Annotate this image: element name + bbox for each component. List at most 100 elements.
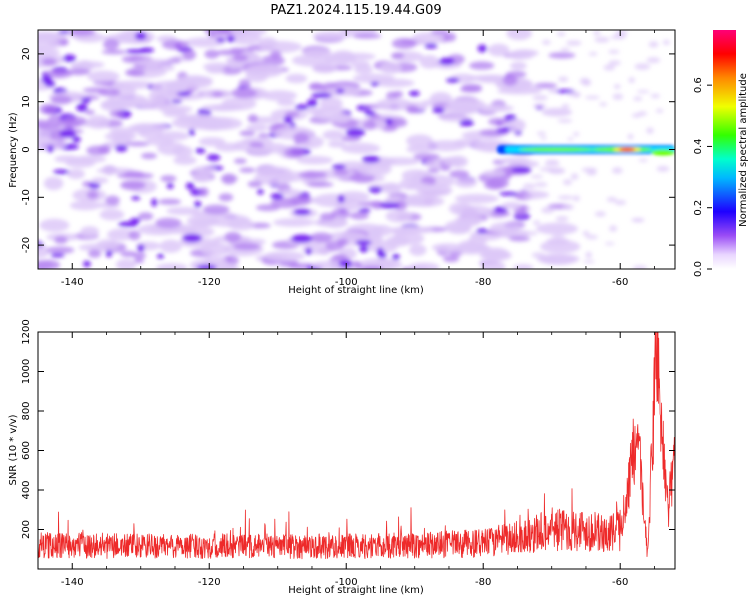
spectrogram-cell xyxy=(572,91,581,98)
spectrogram-cell xyxy=(469,61,495,70)
spectrogram-cell xyxy=(184,76,213,84)
spectrogram-cell xyxy=(125,69,145,77)
spectrogram-cell xyxy=(459,86,482,93)
spectrogram-cell xyxy=(204,49,220,59)
spectrogram-cell xyxy=(331,208,350,220)
spectrogram-cell xyxy=(399,178,419,190)
spectrogram-cell xyxy=(193,165,217,174)
colorbar-label: Normalized spectral amplitude xyxy=(738,73,749,227)
spectrogram-cell xyxy=(394,200,407,211)
spectrogram-cell xyxy=(298,170,328,179)
spectrogram-cell xyxy=(341,142,381,154)
spectrogram-cell xyxy=(370,81,380,87)
spectrogram-cell xyxy=(541,107,573,117)
spectrogram-cell xyxy=(204,30,230,35)
spectrogram-cell xyxy=(534,182,548,188)
spectrogram-cell xyxy=(411,32,444,45)
spectrogram-cell xyxy=(38,128,52,141)
spectrogram-cell xyxy=(572,195,581,202)
spectrogram-cell xyxy=(545,159,559,163)
spectrogram-cell xyxy=(137,244,145,252)
spectrogram-cell xyxy=(159,239,182,253)
spectrogram-cell xyxy=(355,239,372,246)
spectrogram-cell xyxy=(352,33,382,39)
spectrogram-cell xyxy=(603,64,615,71)
spectrogram-cell xyxy=(613,84,621,90)
spectrogram-cell xyxy=(192,172,212,183)
spectrogram-cell xyxy=(151,198,158,207)
spectrogram-cell xyxy=(650,93,660,99)
spectrogram-cell xyxy=(306,181,334,188)
spectrogram-cell xyxy=(201,242,231,256)
spectrogram-cell xyxy=(310,232,333,243)
snr-ylabel: SNR (10 * v/v) xyxy=(8,414,19,485)
spectrogram-cell xyxy=(151,80,189,94)
spectrogram-cell xyxy=(50,95,73,105)
spectrogram-cell xyxy=(120,250,137,258)
spectrogram-cell xyxy=(38,260,53,269)
spectrogram-cell xyxy=(530,174,544,179)
spectrogram-cell xyxy=(385,235,410,247)
spectrogram-cell xyxy=(38,244,50,259)
spectrogram-cell xyxy=(385,209,413,223)
spectrogram-cell xyxy=(43,176,64,191)
spectrogram-cell xyxy=(83,260,91,268)
snr-ytick-label: 800 xyxy=(21,401,32,420)
spectrogram-cell xyxy=(438,57,455,66)
spectrogram-cell xyxy=(632,218,644,223)
signal-band-tail xyxy=(651,149,675,156)
spectrogram-cell xyxy=(257,188,264,195)
spectrogram-cell xyxy=(377,157,421,166)
spectrogram-cell xyxy=(468,235,487,246)
colorbar-tick-label: 0.2 xyxy=(693,200,704,216)
spectrogram-cell xyxy=(380,61,402,74)
spectrogram-cell xyxy=(482,247,510,261)
spectrogram-cell xyxy=(536,131,547,136)
spectrogram-cell xyxy=(570,173,579,181)
spectrogram-cell xyxy=(270,50,282,60)
spectrogram-cell xyxy=(632,265,648,269)
spectrogram-noise-field xyxy=(38,30,671,269)
spectrogram-cell xyxy=(107,228,135,241)
spectrogram-cell xyxy=(523,194,536,199)
spectrogram-cell xyxy=(105,250,113,258)
spectrogram-cell xyxy=(76,103,88,112)
spectrogram-cell xyxy=(238,79,251,89)
spectrogram-x-axis: -140 -120 -100 -80 -60 xyxy=(37,30,655,288)
spectrogram-cell xyxy=(430,30,449,35)
spectrogram-cell xyxy=(216,37,226,43)
snr-xtick-label: -120 xyxy=(198,577,221,588)
spectrogram-cell xyxy=(125,49,147,54)
spectrogram-cell xyxy=(263,251,306,262)
spectrogram-cell xyxy=(47,114,63,126)
spectrogram-cell xyxy=(322,130,345,140)
spectrogram-cell xyxy=(351,60,371,68)
spectrogram-cell xyxy=(261,90,298,101)
spectrogram-cell xyxy=(128,123,169,133)
spectrogram-cell xyxy=(198,137,226,147)
spectrogram-cell xyxy=(156,263,188,269)
spectrogram-cell xyxy=(447,224,471,235)
spectrogram-cell xyxy=(46,246,75,254)
spectrogram-cell xyxy=(239,130,256,137)
spectrogram-cell xyxy=(230,30,268,36)
spectrogram-cell xyxy=(547,88,559,94)
spectrogram-cell xyxy=(551,234,565,238)
spectrogram-cell xyxy=(557,195,574,200)
spectrogram-cell xyxy=(173,155,197,165)
signal-band-peak xyxy=(619,147,636,152)
spectrogram-cell xyxy=(633,96,643,101)
spectrogram-cell xyxy=(104,132,137,141)
spectrogram-cell xyxy=(273,218,315,227)
spectrogram-cell xyxy=(134,32,147,40)
spectrogram-cell xyxy=(406,145,433,154)
spectrogram-cell xyxy=(391,52,405,59)
spectrogram-cell xyxy=(566,40,582,46)
spectrogram-cell xyxy=(96,239,120,251)
spectrogram-cell xyxy=(541,206,555,214)
spectrogram-cell xyxy=(171,116,213,130)
spectrogram-cell xyxy=(63,54,76,63)
spectrogram-cell xyxy=(221,173,237,185)
spectrogram-cell xyxy=(335,88,345,94)
